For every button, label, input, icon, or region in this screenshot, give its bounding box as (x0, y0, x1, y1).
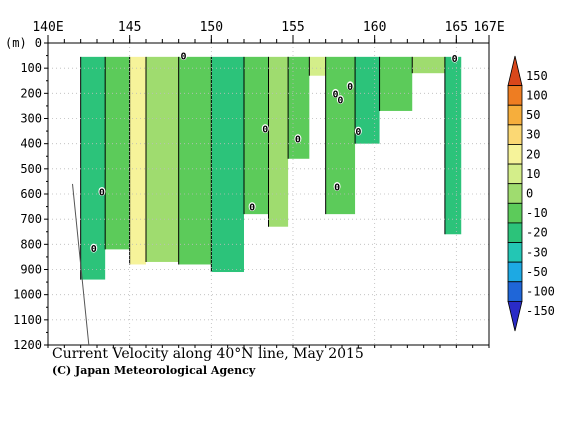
y-tick-label: 0 (35, 36, 42, 50)
y-tick-label: 200 (20, 86, 42, 100)
y-tick-label: 300 (20, 112, 42, 126)
colorbar-label: 50 (526, 108, 540, 122)
zero-contour-label: 0 (295, 135, 301, 146)
colorbar-label: 30 (526, 128, 540, 142)
x-tick-label: 150 (200, 20, 223, 35)
colorbar-segment (507, 144, 523, 165)
colorbar-label: -20 (526, 226, 548, 240)
zero-contour-label: 0 (99, 187, 105, 198)
colorbar-label: -50 (526, 265, 548, 279)
section-cell (211, 56, 244, 273)
y-tick-label: 1200 (13, 338, 42, 352)
zero-contour-label: 0 (181, 52, 187, 63)
zero-contour-label: 0 (355, 127, 361, 138)
colorbar-label: -150 (526, 304, 555, 318)
section-cell (309, 56, 326, 76)
zero-label-bg (90, 243, 98, 253)
chart-credit: (C) Japan Meteorological Agency (52, 364, 256, 377)
colorbar-top-arrow (507, 55, 523, 87)
colorbar-label: 100 (526, 88, 548, 102)
zero-label-bg (354, 126, 362, 136)
x-tick-label: 155 (281, 20, 304, 35)
section-cell (325, 56, 356, 215)
section-cell (268, 56, 289, 227)
section-cell (444, 56, 462, 235)
y-tick-label: 900 (20, 263, 42, 277)
colorbar-bottom-arrow (507, 300, 523, 332)
y-tick-label: 100 (20, 61, 42, 75)
x-tick-label: 160 (363, 20, 386, 35)
colorbar-segment (507, 261, 523, 283)
colorbar-segment (507, 104, 523, 126)
zero-label-bg (331, 88, 339, 98)
colorbar-segment (507, 222, 523, 243)
slope-line (72, 183, 90, 346)
section-cell (412, 56, 445, 74)
x-tick-label: 140E (32, 20, 63, 35)
colorbar-label: 20 (526, 147, 540, 161)
section-cell (105, 56, 130, 250)
section-cell (244, 56, 269, 215)
zero-label-bg (248, 202, 256, 212)
chart-title: Current Velocity along 40°N line, May 20… (52, 346, 364, 362)
y-tick-label: 1000 (13, 288, 42, 302)
x-tick-label: 145 (118, 20, 141, 35)
x-tick-label: 167E (473, 20, 504, 35)
colorbar-segment (507, 242, 523, 263)
zero-label-bg (346, 81, 354, 91)
y-tick-label: 700 (20, 212, 42, 226)
zero-label-bg (261, 124, 269, 134)
zero-label-bg (98, 186, 106, 196)
colorbar-label: 150 (526, 69, 548, 83)
colorbar-segment (507, 183, 523, 204)
zero-label-bg (333, 181, 341, 191)
section-cell (379, 56, 413, 111)
colorbar-label: 0 (526, 187, 533, 201)
y-tick-label: 500 (20, 162, 42, 176)
colorbar-segment (507, 202, 523, 224)
section-cell (146, 56, 179, 262)
x-tick-label: 165 (445, 20, 468, 35)
zero-contour-label: 0 (347, 82, 353, 93)
colorbar-segment (507, 124, 523, 145)
section-cell (288, 56, 310, 159)
section-cell (80, 56, 106, 280)
zero-contour-label: 0 (452, 54, 458, 65)
zero-label-bg (180, 51, 188, 61)
y-tick-label: 400 (20, 137, 42, 151)
zero-label-bg (336, 95, 344, 105)
y-tick-label: 800 (20, 237, 42, 251)
zero-contour-label: 0 (249, 203, 255, 214)
y-tick-label: 600 (20, 187, 42, 201)
zero-contour-label: 0 (91, 244, 97, 255)
colorbar-segment (507, 85, 523, 106)
y-unit-label: (m) (5, 36, 27, 50)
zero-contour-label: 0 (334, 182, 340, 193)
colorbar-segment (507, 281, 523, 302)
zero-contour-label: 0 (262, 125, 268, 136)
section-cell (129, 56, 146, 265)
colorbar-label: 10 (526, 167, 540, 181)
y-tick-label: 1100 (13, 313, 42, 327)
zero-contour-label: 0 (337, 96, 343, 107)
zero-contour-label: 0 (332, 89, 338, 100)
colorbar-segment (507, 163, 523, 185)
zero-label-bg (451, 53, 459, 63)
colorbar-label: -100 (526, 285, 555, 299)
section-cell (178, 56, 212, 265)
colorbar-label: -30 (526, 245, 548, 259)
zero-label-bg (294, 134, 302, 144)
colorbar-label: -10 (526, 206, 548, 220)
